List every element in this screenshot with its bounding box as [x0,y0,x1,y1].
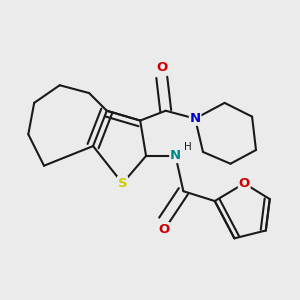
Text: O: O [158,223,169,236]
Text: H: H [184,142,192,152]
Text: O: O [238,177,250,190]
Text: N: N [190,112,201,125]
Text: N: N [170,149,181,162]
Text: O: O [156,61,167,74]
Text: S: S [118,177,127,190]
